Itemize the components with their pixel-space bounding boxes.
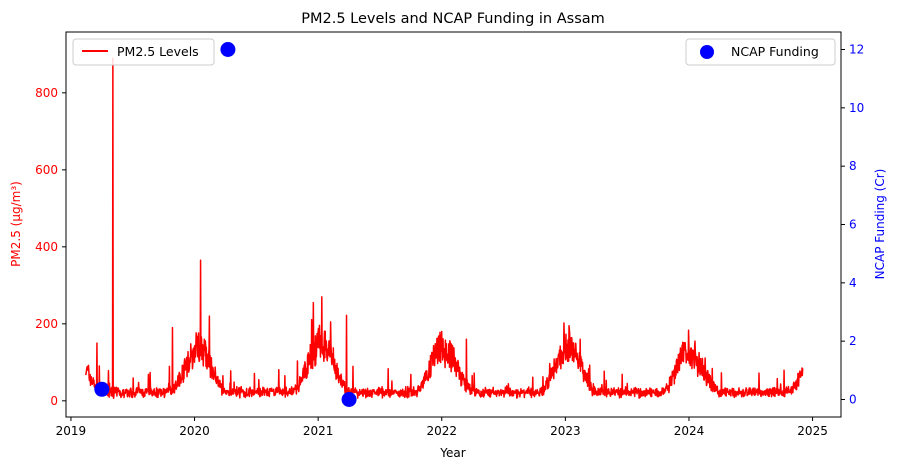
y-left-tick-label: 400 bbox=[35, 240, 58, 254]
x-tick-label: 2020 bbox=[179, 424, 210, 438]
x-tick-label: 2024 bbox=[674, 424, 705, 438]
y-axis-left-label: PM2.5 (µg/m³) bbox=[9, 181, 23, 267]
funding-point bbox=[220, 42, 236, 57]
y-right-tick-label: 0 bbox=[849, 393, 857, 407]
x-tick-label: 2025 bbox=[797, 424, 828, 438]
y-left-tick-label: 800 bbox=[35, 86, 58, 100]
y-axis-right: 0 2 4 6 8 10 12 bbox=[841, 43, 864, 407]
y-right-tick-label: 8 bbox=[849, 159, 857, 173]
legend-left-box bbox=[72, 38, 215, 66]
legend-right: NCAP Funding bbox=[685, 38, 836, 66]
y-right-tick-label: 6 bbox=[849, 218, 857, 232]
funding-point bbox=[94, 381, 110, 397]
funding-point bbox=[341, 392, 357, 407]
legend-left: PM2.5 Levels bbox=[72, 38, 215, 66]
x-tick-label: 2021 bbox=[303, 424, 334, 438]
funding-scatter-layer bbox=[94, 42, 357, 407]
chart-title: PM2.5 Levels and NCAP Funding in Assam bbox=[301, 11, 605, 27]
x-tick-label: 2022 bbox=[426, 424, 457, 438]
pm25-line-layer bbox=[85, 57, 804, 400]
y-left-tick-label: 600 bbox=[35, 163, 58, 177]
legend-right-box bbox=[685, 38, 836, 66]
y-axis-right-label: NCAP Funding (Cr) bbox=[873, 169, 887, 280]
y-left-tick-label: 200 bbox=[35, 317, 58, 331]
x-axis: 2019 2020 2021 2022 2023 2024 2025 bbox=[56, 417, 828, 438]
legend-label-funding: NCAP Funding bbox=[731, 44, 819, 59]
x-axis-label: Year bbox=[439, 446, 465, 460]
y-right-tick-label: 2 bbox=[849, 334, 857, 348]
legend-label-pm25: PM2.5 Levels bbox=[117, 44, 199, 59]
pm25-series-line bbox=[85, 57, 804, 400]
y-right-tick-label: 4 bbox=[849, 276, 857, 290]
legend-swatch-funding bbox=[700, 45, 714, 59]
x-tick-label: 2019 bbox=[56, 424, 87, 438]
x-tick-label: 2023 bbox=[550, 424, 581, 438]
y-left-tick-label: 0 bbox=[50, 394, 58, 408]
y-axis-left: 0 200 400 600 800 bbox=[35, 86, 66, 408]
y-right-tick-label: 12 bbox=[849, 43, 864, 57]
y-right-tick-label: 10 bbox=[849, 101, 864, 115]
